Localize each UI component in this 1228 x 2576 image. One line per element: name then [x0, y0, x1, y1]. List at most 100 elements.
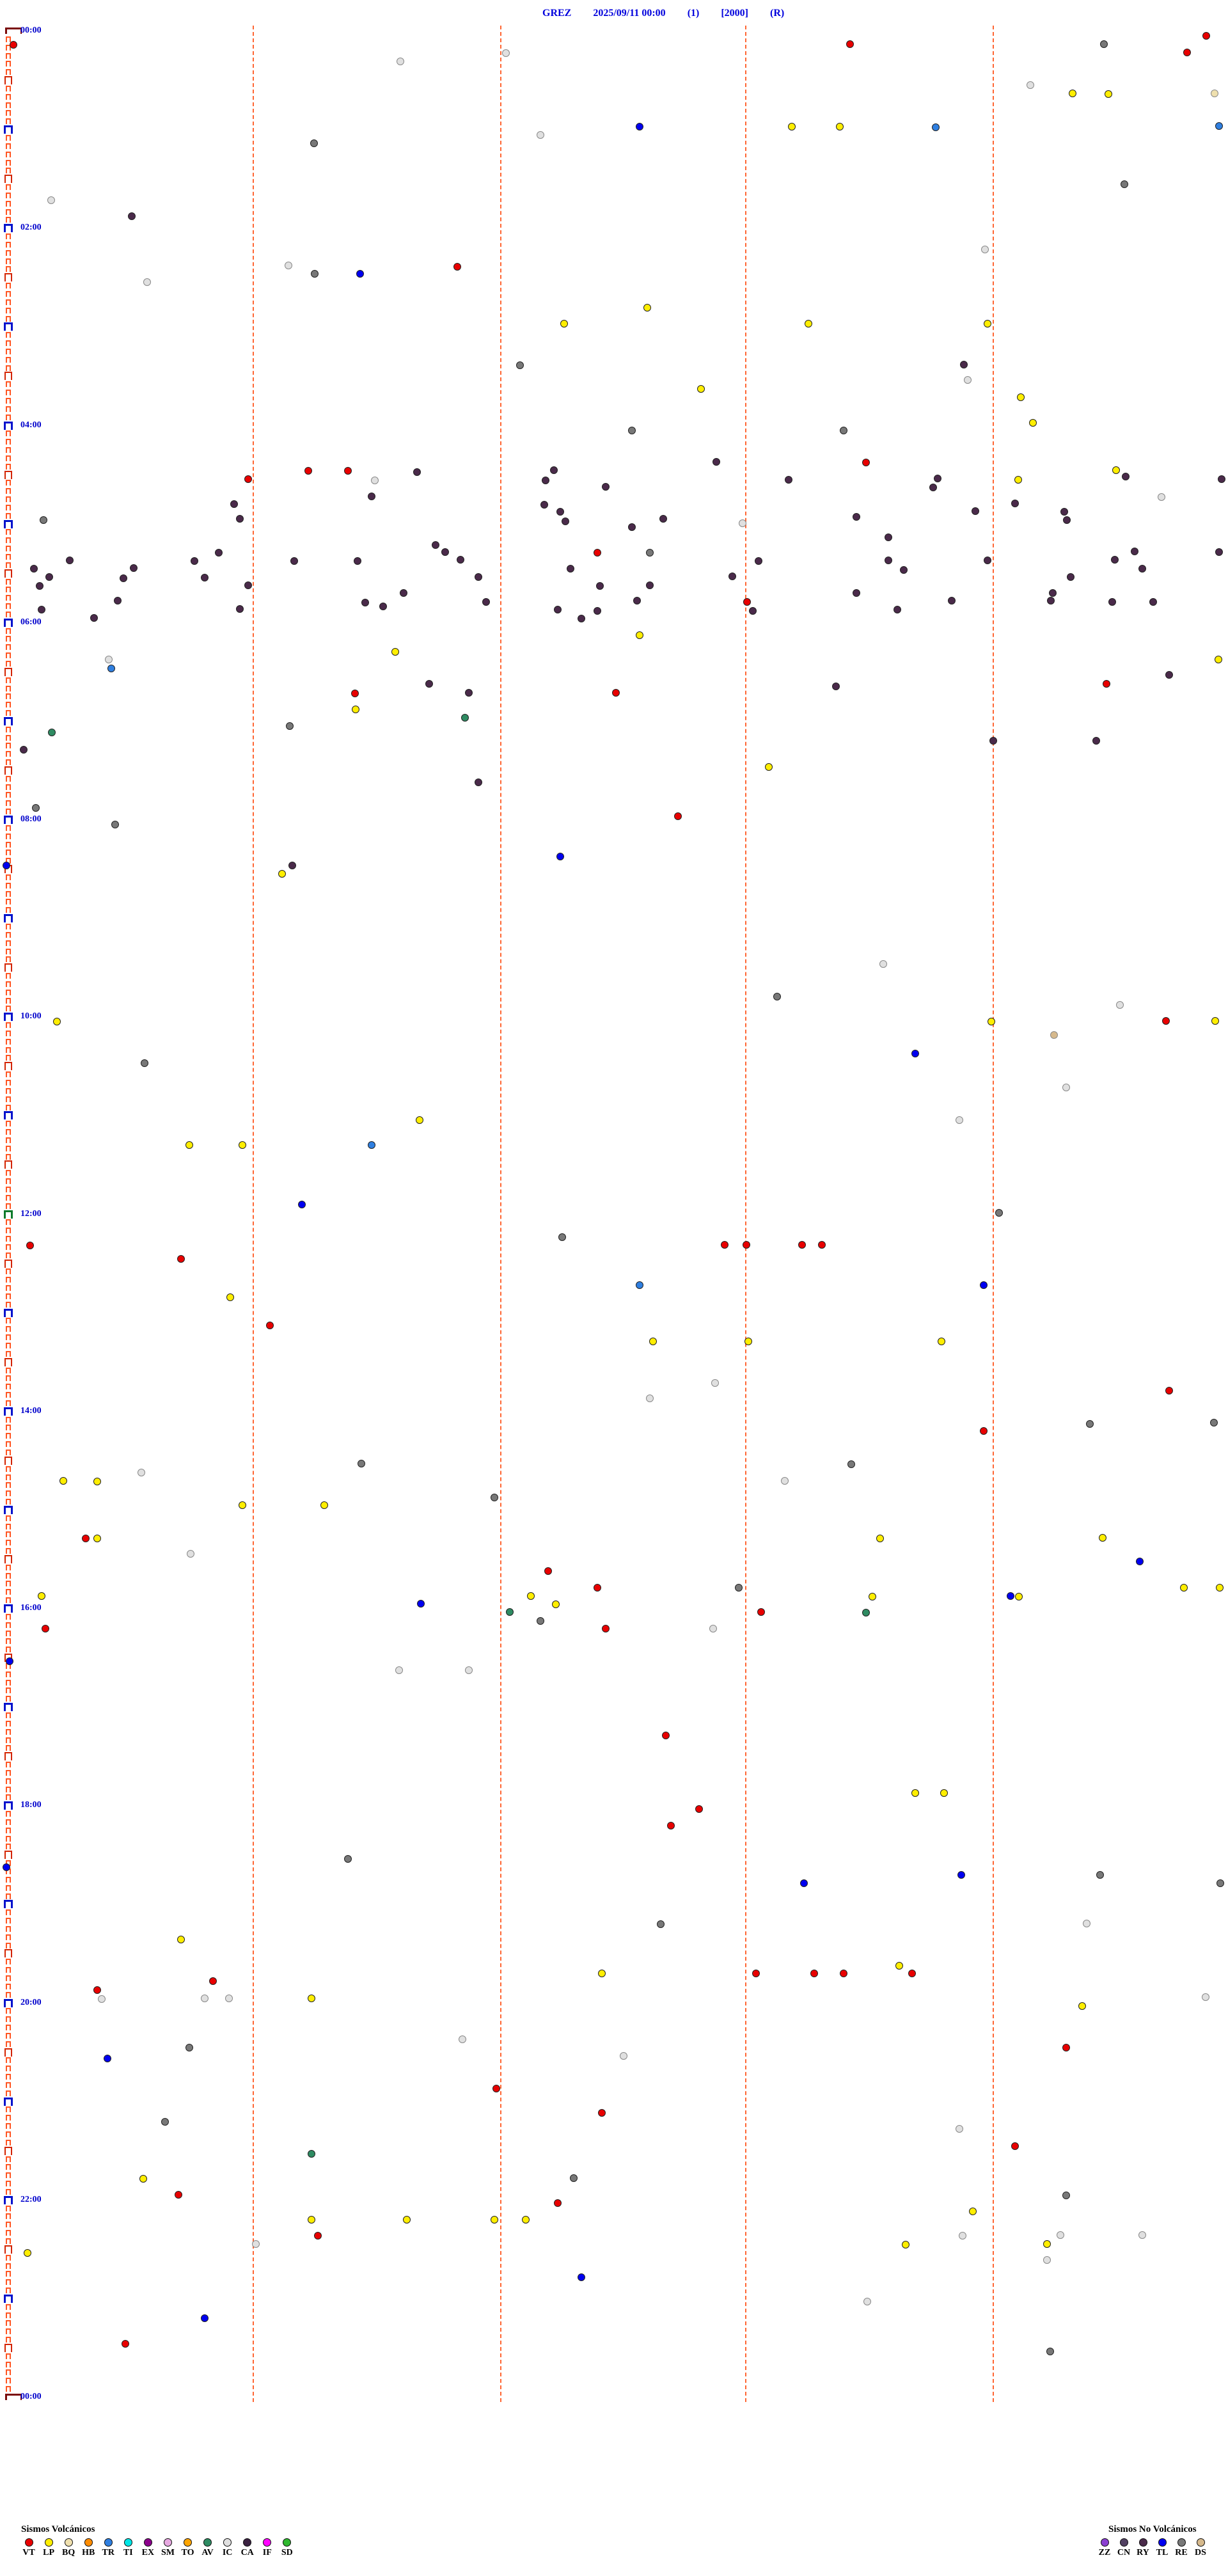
event-dot[interactable]: [308, 2216, 315, 2224]
event-dot[interactable]: [550, 466, 558, 474]
event-dot[interactable]: [1105, 90, 1112, 98]
event-dot[interactable]: [743, 1241, 750, 1249]
event-dot[interactable]: [636, 1281, 643, 1289]
event-dot[interactable]: [1092, 737, 1100, 745]
event-dot[interactable]: [712, 458, 720, 466]
event-dot[interactable]: [1122, 473, 1130, 480]
event-dot[interactable]: [602, 1625, 610, 1632]
event-dot[interactable]: [1062, 2192, 1070, 2199]
event-dot[interactable]: [38, 1592, 45, 1600]
event-dot[interactable]: [1046, 2348, 1054, 2355]
event-dot[interactable]: [1007, 1592, 1014, 1600]
event-dot[interactable]: [1216, 1879, 1224, 1887]
event-dot[interactable]: [417, 1600, 425, 1608]
event-dot[interactable]: [895, 1962, 903, 1970]
event-dot[interactable]: [527, 1592, 535, 1600]
event-dot[interactable]: [862, 1609, 870, 1616]
event-dot[interactable]: [929, 484, 937, 491]
event-dot[interactable]: [230, 500, 238, 508]
event-dot[interactable]: [1015, 1593, 1023, 1600]
event-dot[interactable]: [120, 574, 127, 582]
event-dot[interactable]: [1043, 2240, 1051, 2248]
event-dot[interactable]: [805, 320, 812, 328]
event-dot[interactable]: [1108, 598, 1116, 606]
event-dot[interactable]: [252, 2240, 260, 2248]
event-dot[interactable]: [646, 549, 654, 557]
event-dot[interactable]: [130, 564, 138, 572]
event-dot[interactable]: [93, 1986, 101, 1994]
event-dot[interactable]: [908, 1970, 916, 1977]
event-dot[interactable]: [1062, 2044, 1070, 2051]
event-dot[interactable]: [1103, 680, 1110, 688]
event-dot[interactable]: [552, 1600, 560, 1608]
event-dot[interactable]: [459, 2035, 466, 2043]
event-dot[interactable]: [244, 475, 252, 483]
event-dot[interactable]: [989, 737, 997, 745]
event-dot[interactable]: [1202, 1993, 1209, 2001]
event-dot[interactable]: [757, 1608, 765, 1616]
event-dot[interactable]: [104, 2055, 111, 2062]
event-dot[interactable]: [1149, 598, 1157, 606]
event-dot[interactable]: [42, 1625, 49, 1632]
event-dot[interactable]: [141, 1059, 148, 1067]
event-dot[interactable]: [32, 804, 40, 812]
event-dot[interactable]: [1063, 516, 1071, 524]
event-dot[interactable]: [344, 1855, 352, 1863]
event-dot[interactable]: [869, 1593, 876, 1600]
event-dot[interactable]: [105, 656, 113, 663]
event-dot[interactable]: [995, 1209, 1003, 1217]
event-dot[interactable]: [278, 870, 286, 878]
event-dot[interactable]: [659, 515, 667, 523]
event-dot[interactable]: [981, 246, 989, 253]
event-dot[interactable]: [38, 606, 45, 613]
event-dot[interactable]: [400, 589, 407, 597]
event-dot[interactable]: [139, 2175, 147, 2183]
event-dot[interactable]: [185, 2044, 193, 2051]
event-dot[interactable]: [853, 589, 860, 597]
event-dot[interactable]: [361, 599, 369, 606]
event-dot[interactable]: [413, 468, 421, 476]
event-dot[interactable]: [320, 1501, 328, 1509]
event-dot[interactable]: [516, 361, 524, 369]
event-dot[interactable]: [556, 853, 564, 860]
event-dot[interactable]: [879, 960, 887, 968]
event-dot[interactable]: [1180, 1584, 1188, 1592]
event-dot[interactable]: [290, 557, 298, 565]
event-dot[interactable]: [840, 427, 847, 434]
event-dot[interactable]: [522, 2216, 530, 2224]
event-dot[interactable]: [397, 58, 404, 65]
event-dot[interactable]: [537, 131, 544, 139]
event-dot[interactable]: [453, 263, 461, 271]
event-dot[interactable]: [244, 581, 252, 589]
event-dot[interactable]: [236, 605, 244, 613]
event-dot[interactable]: [1215, 122, 1223, 130]
event-dot[interactable]: [1011, 2142, 1019, 2150]
event-dot[interactable]: [602, 483, 610, 491]
event-dot[interactable]: [840, 1970, 847, 1977]
event-dot[interactable]: [128, 212, 136, 220]
event-dot[interactable]: [749, 607, 757, 615]
event-dot[interactable]: [368, 1141, 375, 1149]
event-dot[interactable]: [934, 475, 941, 482]
event-dot[interactable]: [209, 1977, 217, 1985]
event-dot[interactable]: [662, 1732, 670, 1739]
event-dot[interactable]: [657, 1920, 665, 1928]
event-dot[interactable]: [10, 41, 17, 49]
event-dot[interactable]: [111, 821, 119, 828]
event-dot[interactable]: [391, 648, 399, 656]
event-dot[interactable]: [594, 607, 601, 615]
event-dot[interactable]: [351, 690, 359, 697]
event-dot[interactable]: [1112, 466, 1120, 474]
event-dot[interactable]: [984, 320, 991, 328]
event-dot[interactable]: [818, 1241, 826, 1249]
event-dot[interactable]: [1086, 1420, 1094, 1428]
event-dot[interactable]: [371, 477, 379, 484]
event-dot[interactable]: [1165, 671, 1173, 679]
event-dot[interactable]: [752, 1970, 760, 1977]
event-dot[interactable]: [30, 565, 38, 573]
event-dot[interactable]: [612, 689, 620, 697]
event-dot[interactable]: [1216, 1584, 1224, 1592]
event-dot[interactable]: [594, 1584, 601, 1592]
event-dot[interactable]: [1210, 1419, 1218, 1426]
event-dot[interactable]: [1158, 493, 1165, 501]
